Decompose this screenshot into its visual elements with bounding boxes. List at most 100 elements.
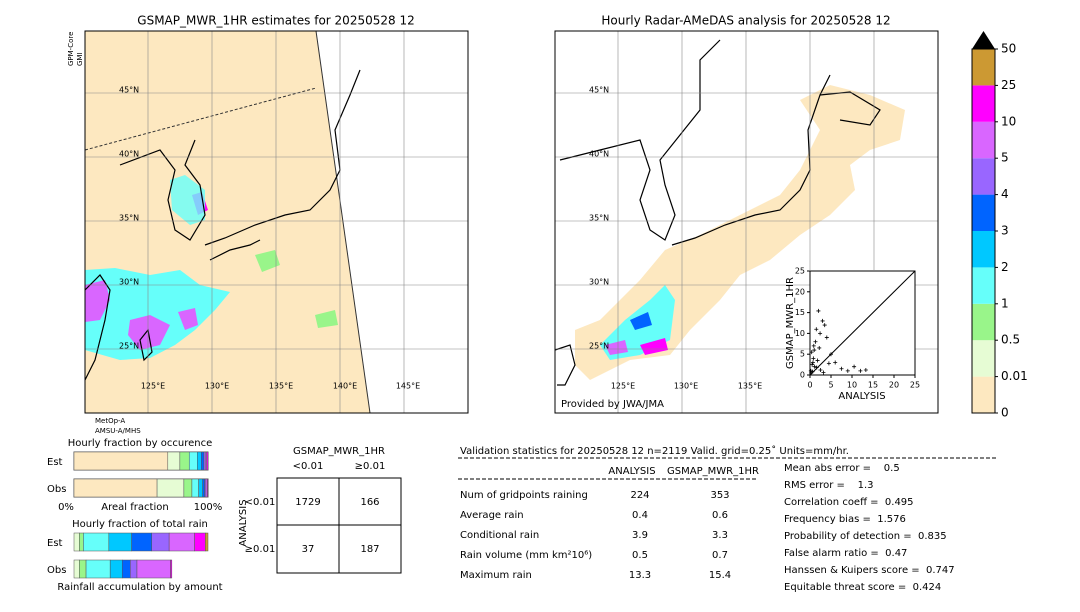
point: [810, 362, 815, 367]
point: [814, 365, 819, 370]
y-axis-label: GSMAP_MWR_1HR: [785, 277, 796, 369]
fraction-segment: [205, 532, 209, 552]
colorbar-segment: [972, 267, 995, 304]
colorbar-extend: [972, 31, 995, 49]
row-title: ANALYSIS: [238, 499, 249, 546]
fraction-segment: [183, 478, 193, 498]
point: [810, 369, 815, 374]
fraction-segment: [85, 559, 111, 579]
chart-title: Hourly fraction by occurence: [68, 438, 212, 449]
fraction-segment: [131, 532, 152, 552]
colorbar-segment: [972, 376, 995, 413]
row-label: Est: [47, 457, 63, 468]
colorbar-label: 10: [1001, 114, 1016, 128]
fraction-segment: [194, 532, 206, 552]
score-name: Hanssen & Kuipers score =: [784, 565, 926, 576]
fraction-segment: [73, 478, 158, 498]
map-title: Hourly Radar-AMeDAS analysis for 2025052…: [601, 14, 890, 28]
fraction-segment: [168, 532, 195, 552]
fraction-segment: [73, 532, 80, 552]
coastline: [84, 274, 111, 381]
colorbar-label: 0: [1001, 406, 1009, 420]
colorbar-segment: [972, 303, 995, 341]
lon-label: 125°E: [141, 382, 165, 391]
x-tick-label: 5: [828, 381, 833, 390]
row-label: <0.01: [245, 497, 276, 508]
fraction-segment: [121, 559, 131, 579]
point: [815, 358, 820, 363]
lat-label: 25°N: [119, 342, 139, 351]
colorbar-segment: [972, 340, 995, 377]
colorbar-segment: [972, 85, 995, 122]
row-label: Obs: [47, 484, 66, 495]
fraction-segment: [198, 478, 203, 498]
colorbar-label: 25: [1001, 78, 1016, 92]
score-value: 1.576: [877, 514, 906, 525]
colorbar-label: 3: [1001, 224, 1009, 238]
lat-label: 25°N: [589, 342, 609, 351]
stats-title: Validation statistics for 20250528 12 n=…: [460, 445, 849, 457]
point: [812, 364, 817, 369]
x-tick-label: 20: [889, 381, 899, 390]
lat-label: 30°N: [119, 278, 139, 287]
lat-label: 40°N: [589, 150, 609, 159]
coastline: [671, 74, 831, 246]
colorbar: 0 0.01 0.5 1 2 3 4 5 10 25 50: [971, 31, 1028, 420]
fraction-segment: [201, 451, 205, 471]
coastline: [209, 239, 261, 261]
axis-label: Rainfall accumulation by amount: [57, 582, 222, 593]
fraction-segment: [109, 559, 123, 579]
fraction-segment: [73, 451, 169, 471]
map-grid: [85, 31, 468, 413]
y-tick-label: 20: [795, 287, 805, 296]
row-label: Obs: [47, 565, 66, 576]
y-tick-label: 10: [795, 329, 805, 338]
stat-name: Average rain: [460, 510, 524, 521]
fraction-segment: [167, 451, 181, 471]
x-tick-label: 25: [910, 381, 920, 390]
rain-area: [630, 312, 652, 330]
map-frame: [554, 30, 939, 414]
map-grid: [555, 31, 938, 413]
point: [820, 318, 825, 323]
stat-name: Conditional rain: [460, 530, 539, 541]
point: [839, 366, 844, 371]
x-tick-label: 15: [868, 381, 878, 390]
left-map: [84, 30, 469, 414]
lon-label: 125°E: [611, 382, 635, 391]
point: [814, 327, 819, 332]
lat-label: 35°N: [119, 214, 139, 223]
point: [811, 343, 816, 348]
stat-name: Rain volume (mm km²10⁶): [460, 550, 592, 561]
lat-label: 35°N: [589, 214, 609, 223]
axis-label: Areal fraction: [101, 502, 168, 513]
x-axis-label: ANALYSIS: [838, 391, 885, 402]
colorbar-label: 2: [1001, 260, 1009, 274]
coastline: [204, 69, 361, 246]
lat-label: 45°N: [589, 86, 609, 95]
x-tick-label: 0: [807, 381, 812, 390]
colorbar-label: 4: [1001, 187, 1009, 201]
colorbar-label: 1: [1001, 296, 1009, 310]
lon-label: 140°E: [333, 382, 357, 391]
fraction-segment: [79, 532, 84, 552]
stat-value: 13.3: [629, 570, 651, 581]
rain-area: [85, 268, 230, 360]
stat-name: Num of gridpoints raining: [460, 490, 588, 501]
score: Mean abs error = 0.5: [784, 463, 900, 474]
score-name: Frequency bias =: [784, 514, 877, 525]
rain-area: [85, 280, 110, 322]
swath-edge: [315, 30, 371, 414]
axis-label: 0%: [58, 502, 74, 513]
lon-label: 135°E: [269, 382, 293, 391]
score-name: RMS error =: [784, 480, 858, 491]
cell: 37: [302, 544, 315, 555]
fraction-segment: [206, 451, 209, 471]
score: Correlation coeff = 0.495: [784, 497, 914, 508]
rain-area: [170, 175, 205, 225]
point: [811, 356, 816, 361]
fraction-segment: [188, 451, 198, 471]
fraction-segment: [207, 478, 209, 498]
score-name: Mean abs error =: [784, 463, 884, 474]
